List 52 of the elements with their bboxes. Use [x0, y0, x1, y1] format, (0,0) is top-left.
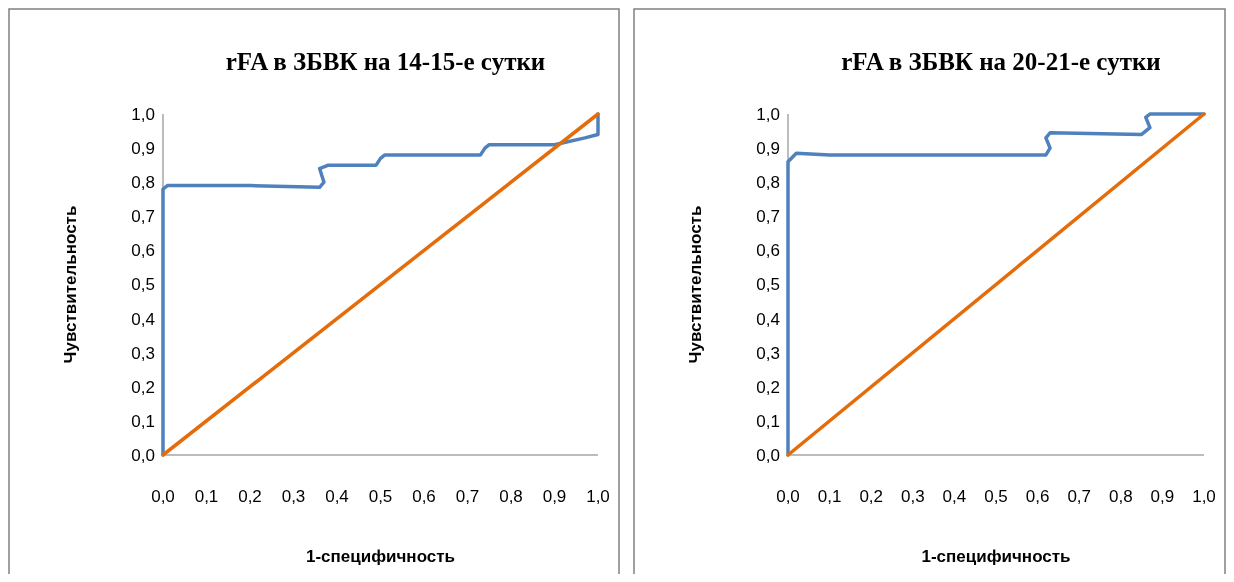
x-tick-label: 0,9	[1150, 487, 1175, 506]
y-tick-label: 0,7	[756, 207, 780, 227]
y-tick-label: 0,2	[131, 377, 155, 397]
y-tick-label: 0,1	[131, 411, 155, 431]
y-tick-label: 0,4	[131, 309, 155, 329]
x-axis-title: 1-специфичность	[921, 547, 1071, 566]
x-axis-title: 1-специфичность	[305, 547, 456, 566]
x-tick-label: 0,1	[194, 487, 219, 506]
y-tick-label: 0,4	[756, 309, 780, 329]
x-tick-label: 0,9	[542, 487, 567, 506]
x-tick-label: 0,0	[776, 487, 800, 506]
x-tick-label: 0,1	[817, 487, 842, 506]
y-axis-title: Чувствительность	[686, 205, 705, 364]
x-tick-label: 0,5	[368, 487, 393, 506]
y-tick-label: 0,6	[131, 241, 155, 261]
x-tick-label: 0,3	[900, 487, 925, 506]
y-tick-label: 0,3	[131, 343, 155, 363]
x-tick-label: 1,0	[1192, 487, 1216, 506]
y-tick-label: 0,8	[131, 173, 155, 193]
line-series	[161, 112, 600, 457]
x-tick-label: 0,8	[499, 487, 523, 506]
x-tick-label: 0,2	[859, 487, 884, 506]
x-tick-label: 0,8	[1108, 487, 1133, 506]
y-tick-label: 0,1	[756, 411, 780, 431]
x-tick-label: 0,5	[984, 487, 1008, 506]
y-tick-label: 0,7	[131, 207, 155, 227]
y-tick-label: 1,0	[756, 104, 780, 124]
x-tick-label: 0,4	[325, 487, 349, 506]
x-tick-label: 0,7	[455, 487, 480, 506]
y-tick-label: 0,5	[131, 275, 155, 295]
x-tick-label: 0,0	[151, 487, 175, 506]
y-tick-label: 0,9	[756, 139, 780, 159]
y-tick-label: 0,2	[756, 377, 780, 397]
x-tick-label: 0,7	[1067, 487, 1092, 506]
line-series	[786, 112, 1206, 457]
y-tick-label: 0,8	[756, 173, 780, 193]
chart-title: rFA в ЗБВК на 14-15-е сутки	[225, 48, 546, 75]
x-tick-label: 0,3	[281, 487, 306, 506]
y-axis-title: Чувствительность	[61, 205, 80, 364]
y-tick-label: 1,0	[131, 104, 155, 124]
y-tick-label: 0,9	[131, 139, 155, 159]
x-tick-label: 0,6	[1025, 487, 1050, 506]
y-tick-label: 0,3	[756, 343, 780, 363]
chart-title: rFA в ЗБВК на 20-21-е сутки	[841, 48, 1161, 75]
y-tick-label: 0,5	[756, 275, 780, 295]
y-tick-label: 0,0	[131, 445, 155, 465]
x-tick-label: 0,2	[238, 487, 262, 506]
x-tick-label: 1,0	[586, 487, 610, 506]
y-tick-label: 0,0	[756, 445, 780, 465]
x-tick-label: 0,4	[942, 487, 967, 506]
x-tick-label: 0,6	[412, 487, 436, 506]
y-tick-label: 0,6	[756, 241, 780, 261]
